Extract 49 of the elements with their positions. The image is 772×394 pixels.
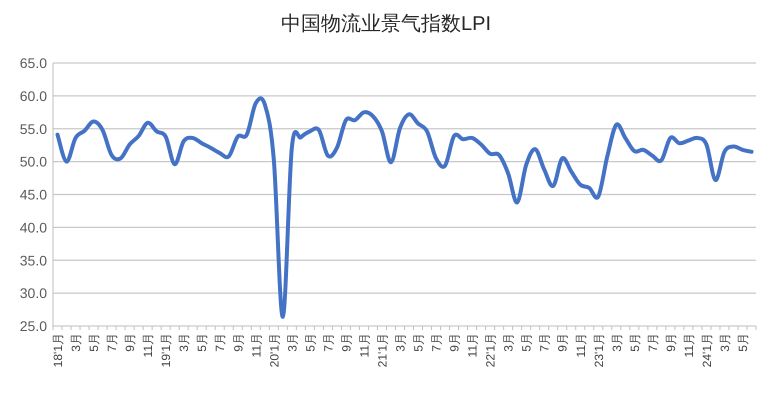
x-tick-label: 3月 (69, 333, 84, 352)
x-tick-label: 7月 (321, 333, 336, 352)
x-tick-label: 5月 (303, 333, 318, 352)
x-tick-label: 5月 (195, 333, 210, 352)
x-tick-label: 9月 (664, 333, 678, 352)
x-tick-label: 5月 (736, 333, 750, 352)
x-tick-label: 11月 (466, 333, 480, 358)
y-tick-label: 25.0 (20, 318, 48, 334)
x-tick-label: 3月 (393, 333, 408, 352)
x-tick-label: 5月 (412, 333, 426, 352)
x-tick-label: 7月 (213, 333, 228, 352)
x-tick-label: 3月 (718, 333, 732, 352)
x-tick-label: 9月 (448, 333, 462, 352)
x-tick-label: 3月 (285, 333, 300, 352)
x-tick-label: 3月 (502, 333, 516, 352)
x-tick-label: 9月 (339, 333, 354, 352)
y-tick-label: 60.0 (20, 88, 48, 104)
x-tick-label: 18'1月 (51, 333, 66, 368)
x-tick-label: 3月 (177, 333, 192, 352)
y-tick-label: 30.0 (20, 285, 48, 302)
x-tick-label: 22'1月 (484, 333, 498, 368)
y-tick-label: 40.0 (20, 219, 48, 236)
x-tick-label: 7月 (646, 333, 660, 352)
x-tick-label: 5月 (520, 333, 534, 352)
x-tick-label: 7月 (538, 333, 552, 352)
x-tick-label: 21'1月 (375, 333, 390, 368)
x-tick-label: 23'1月 (592, 333, 606, 368)
chart-title: 中国物流业景气指数LPI (280, 13, 492, 35)
x-tick-label: 11月 (574, 333, 588, 358)
x-tick-label: 5月 (87, 333, 102, 352)
y-tick-label: 50.0 (20, 154, 48, 170)
x-tick-label: 11月 (249, 333, 264, 358)
x-tick-label: 20'1月 (267, 333, 282, 368)
x-tick-label: 5月 (628, 333, 642, 352)
x-tick-label: 19'1月 (159, 333, 174, 368)
y-tick-label: 65.0 (20, 55, 48, 71)
x-tick-label: 7月 (105, 333, 120, 352)
x-tick-label: 24'1月 (700, 333, 714, 368)
y-tick-label: 55.0 (20, 120, 48, 137)
y-tick-label: 45.0 (20, 186, 48, 202)
x-tick-label: 11月 (357, 333, 372, 358)
x-tick-label: 3月 (610, 333, 624, 352)
x-tick-label: 9月 (556, 333, 570, 352)
x-tick-label: 11月 (682, 333, 696, 358)
x-tick-label: 9月 (123, 333, 138, 352)
x-tick-label: 11月 (141, 333, 156, 358)
x-tick-label: 9月 (231, 333, 246, 352)
x-tick-label: 7月 (430, 333, 444, 352)
y-tick-label: 35.0 (20, 252, 48, 268)
